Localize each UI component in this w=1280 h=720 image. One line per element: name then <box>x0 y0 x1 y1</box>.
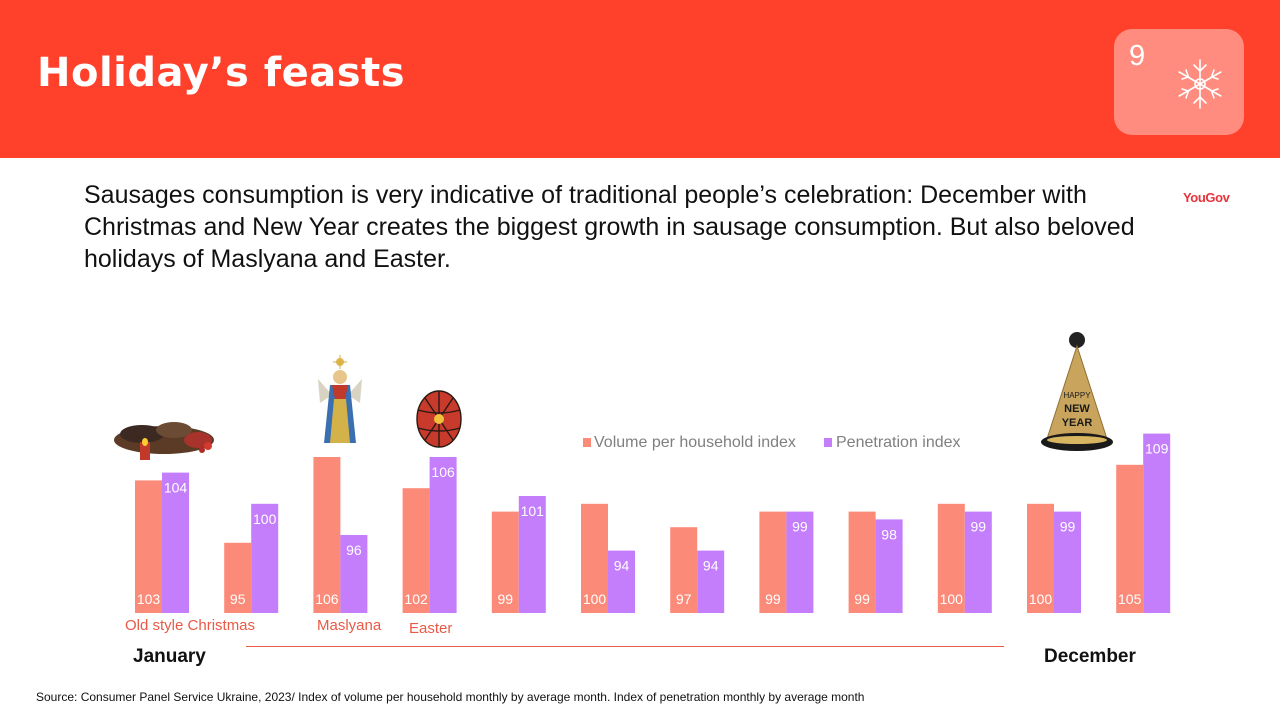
snowflake-icon <box>1178 59 1222 109</box>
data-label-penetration-4: 106 <box>431 464 455 480</box>
yougov-logo: YouGov <box>1183 190 1230 205</box>
data-label-penetration-6: 94 <box>614 558 630 574</box>
bar-volume-10 <box>937 503 965 613</box>
data-label-penetration-1: 104 <box>164 480 188 496</box>
bar-volume-3 <box>313 457 341 613</box>
bar-penetration-11 <box>1054 511 1081 613</box>
maslyana-doll-illustration <box>318 355 362 443</box>
new-year-hat-illustration: HAPPY NEW YEAR <box>1041 332 1113 451</box>
bar-penetration-6 <box>608 550 635 613</box>
data-label-volume-11: 100 <box>1029 591 1053 607</box>
holiday-label-easter: Easter <box>409 620 453 637</box>
bar-volume-2 <box>224 542 252 613</box>
easter-egg-illustration <box>416 390 462 448</box>
svg-text:NEW: NEW <box>1064 403 1090 415</box>
bar-volume-6 <box>581 503 608 613</box>
bar-volume-7 <box>670 527 698 613</box>
data-label-volume-8: 99 <box>765 591 781 607</box>
data-label-volume-4: 102 <box>404 591 428 607</box>
data-label-penetration-2: 100 <box>253 511 277 527</box>
bar-penetration-9 <box>875 519 903 613</box>
timeline-end-label: December <box>1044 646 1136 667</box>
page-title: Holiday’s feasts <box>37 50 406 96</box>
christmas-table-illustration <box>114 422 214 460</box>
data-label-penetration-9: 98 <box>881 526 897 542</box>
data-label-penetration-7: 94 <box>703 558 719 574</box>
bar-penetration-4 <box>429 457 457 613</box>
data-label-volume-3: 106 <box>315 591 339 607</box>
header-banner <box>0 0 1280 158</box>
data-label-penetration-12: 109 <box>1145 441 1169 457</box>
data-label-volume-10: 100 <box>940 591 964 607</box>
bar-penetration-10 <box>964 511 992 613</box>
data-label-penetration-5: 101 <box>521 503 545 519</box>
bar-penetration-2 <box>251 503 279 613</box>
bar-volume-11 <box>1027 503 1054 613</box>
legend-swatch-penetration <box>824 438 832 447</box>
data-label-volume-1: 103 <box>137 591 161 607</box>
holiday-label-christmas: Old style Christmas <box>125 617 256 634</box>
holiday-label-maslyana: Maslyana <box>317 617 382 634</box>
bar-volume-9 <box>848 511 876 613</box>
data-label-volume-9: 99 <box>854 591 870 607</box>
data-label-penetration-3: 96 <box>346 542 362 558</box>
data-label-volume-12: 105 <box>1118 591 1142 607</box>
svg-text:HAPPY: HAPPY <box>1063 391 1091 400</box>
bar-volume-5 <box>491 511 519 613</box>
data-label-penetration-10: 99 <box>971 519 987 535</box>
bar-penetration-8 <box>786 511 814 613</box>
bar-penetration-3 <box>340 535 368 613</box>
bar-penetration-7 <box>697 550 725 613</box>
legend-swatch-volume <box>583 438 591 447</box>
bar-volume-1 <box>135 480 162 613</box>
legend-label-penetration: Penetration index <box>836 434 961 451</box>
bar-penetration-1 <box>162 472 189 613</box>
page-number-badge <box>1114 29 1244 135</box>
source-note: Source: Consumer Panel Service Ukraine, … <box>36 690 865 704</box>
bar-volume-12 <box>1116 464 1144 613</box>
data-label-volume-6: 100 <box>583 591 607 607</box>
legend-label-volume: Volume per household index <box>594 434 796 451</box>
data-label-volume-2: 95 <box>230 591 246 607</box>
bar-penetration-12 <box>1143 433 1171 613</box>
data-label-volume-5: 99 <box>498 591 514 607</box>
bar-volume-8 <box>759 511 787 613</box>
svg-text:YEAR: YEAR <box>1062 417 1093 429</box>
data-label-penetration-11: 99 <box>1060 519 1076 535</box>
intro-text: Sausages consumption is very indicative … <box>84 181 1135 273</box>
bar-volume-4 <box>402 488 430 613</box>
bar-penetration-5 <box>518 496 546 613</box>
timeline-start-label: January <box>133 646 206 667</box>
timeline-line <box>246 646 1004 647</box>
data-label-volume-7: 97 <box>676 591 692 607</box>
page-number: 9 <box>1129 40 1146 72</box>
data-label-penetration-8: 99 <box>792 519 808 535</box>
